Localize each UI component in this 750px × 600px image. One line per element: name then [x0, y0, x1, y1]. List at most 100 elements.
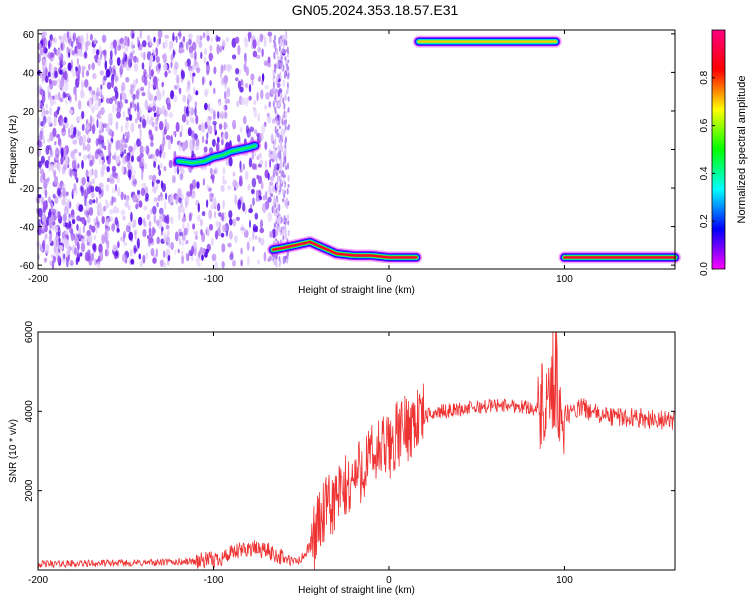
noise-speckle [76, 215, 81, 222]
noise-speckle [86, 229, 92, 237]
noise-speckle [251, 163, 257, 170]
noise-speckle [120, 191, 124, 201]
noise-speckle [279, 125, 281, 130]
y-tick-label: 6000 [24, 320, 35, 343]
noise-speckle [255, 189, 259, 200]
noise-speckle [153, 36, 156, 43]
noise-speckle [214, 211, 217, 219]
noise-speckle [116, 111, 121, 119]
noise-speckle [115, 250, 119, 257]
noise-speckle [215, 142, 220, 152]
snr-y-axis-label: SNR (10 * v/v) [8, 419, 19, 483]
noise-speckle [141, 62, 145, 70]
noise-speckle [44, 258, 47, 264]
noise-speckle [68, 127, 71, 138]
noise-speckle [66, 31, 69, 39]
noise-speckle [111, 223, 116, 232]
noise-speckle [37, 117, 41, 128]
noise-speckle [128, 231, 134, 241]
noise-speckle [216, 44, 220, 55]
noise-speckle [218, 221, 222, 229]
colorbar-tick-label: 0.2 [699, 214, 710, 228]
noise-speckle [205, 63, 211, 74]
noise-speckle [125, 116, 130, 121]
noise-speckle [132, 178, 138, 187]
noise-speckle [115, 140, 119, 151]
noise-speckle [185, 41, 189, 51]
noise-speckle [250, 188, 255, 195]
noise-speckle [68, 221, 72, 229]
noise-speckle [237, 80, 241, 90]
noise-speckle [148, 233, 154, 238]
noise-speckle [213, 87, 216, 95]
noise-speckle [69, 228, 74, 234]
y-tick-label: 0 [28, 146, 34, 157]
noise-speckle [180, 124, 184, 134]
noise-speckle [138, 253, 142, 260]
noise-speckle [127, 168, 132, 179]
noise-speckle [179, 231, 184, 237]
noise-speckle [81, 160, 84, 170]
noise-speckle [174, 231, 179, 242]
noise-speckle [84, 51, 87, 59]
noise-speckle [284, 139, 287, 145]
noise-speckle [48, 195, 51, 204]
noise-speckle [285, 40, 288, 46]
noise-speckle [239, 160, 242, 170]
noise-speckle [93, 217, 97, 223]
noise-speckle [146, 104, 151, 111]
noise-speckle [284, 93, 287, 101]
noise-speckle [41, 31, 46, 40]
noise-speckle [148, 154, 151, 159]
noise-speckle [91, 62, 95, 71]
x-tick-label: -100 [203, 274, 223, 285]
noise-speckle [151, 174, 157, 183]
noise-speckle [279, 158, 282, 165]
noise-speckle [117, 100, 121, 108]
noise-speckle [279, 170, 281, 174]
noise-speckle [286, 86, 289, 94]
noise-speckle [274, 35, 276, 41]
noise-speckle [196, 214, 201, 222]
noise-speckle [47, 211, 52, 218]
noise-speckle [269, 230, 273, 237]
noise-speckle [171, 175, 176, 184]
noise-speckle [268, 255, 273, 262]
noise-speckle [136, 57, 139, 63]
noise-speckle [264, 160, 268, 169]
noise-speckle [280, 171, 283, 177]
noise-speckle [279, 64, 282, 70]
noise-speckle [206, 35, 210, 42]
noise-speckle [167, 139, 172, 150]
noise-speckle [109, 177, 115, 184]
colorbar-gradient [711, 29, 726, 270]
noise-speckle [101, 215, 105, 225]
noise-speckle [76, 250, 80, 258]
noise-speckle [223, 64, 226, 71]
noise-speckle [195, 34, 201, 45]
noise-speckle [60, 118, 65, 127]
noise-speckle [276, 82, 281, 88]
noise-speckle [42, 70, 46, 80]
noise-speckle [165, 232, 170, 243]
noise-speckle [91, 96, 94, 105]
noise-speckle [225, 36, 230, 43]
track-layer [271, 240, 418, 259]
noise-speckle [163, 232, 166, 243]
noise-speckle [62, 91, 66, 99]
noise-speckle [137, 43, 143, 51]
noise-speckle [175, 196, 178, 205]
noise-speckle [269, 159, 272, 168]
noise-speckle [135, 89, 140, 100]
noise-speckle [141, 167, 145, 174]
noise-speckle [162, 63, 168, 72]
noise-speckle [132, 49, 135, 54]
noise-speckle [170, 216, 174, 225]
noise-speckle [142, 254, 146, 264]
noise-speckle [252, 197, 255, 206]
noise-speckle [45, 103, 48, 110]
noise-speckle [128, 145, 133, 153]
noise-speckle [232, 119, 236, 129]
noise-speckle [93, 235, 97, 241]
